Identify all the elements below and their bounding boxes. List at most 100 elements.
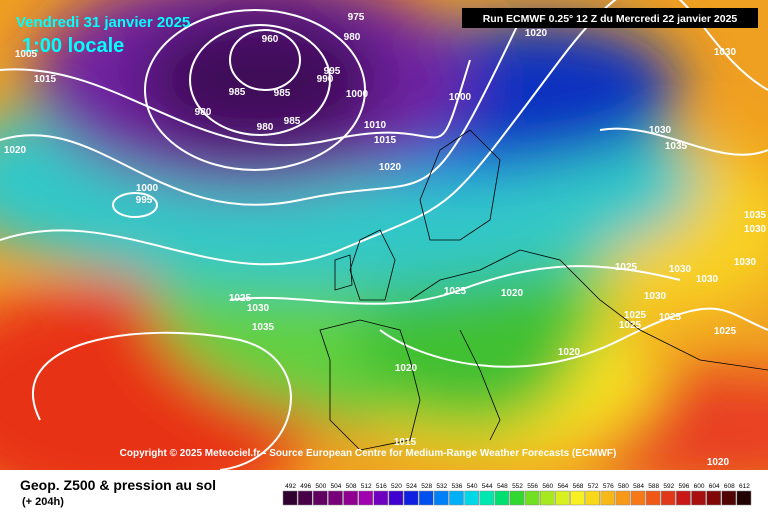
- legend-value: 576: [603, 483, 614, 490]
- isobar-label: 995: [136, 195, 153, 206]
- legend-swatch: [721, 490, 737, 506]
- isobar-label: 1005: [15, 49, 38, 60]
- legend-value: 492: [285, 483, 296, 490]
- forecast-date: Vendredi 31 janvier 2025: [16, 14, 190, 31]
- legend-value: 584: [633, 483, 644, 490]
- isobar-label: 1015: [394, 437, 417, 448]
- legend-value: 612: [739, 483, 750, 490]
- legend-swatch: [282, 490, 298, 506]
- isobar-label: 1030: [714, 47, 737, 58]
- legend-swatch: [418, 490, 434, 506]
- isobar-label: 990: [317, 74, 334, 85]
- legend-swatch: [373, 490, 389, 506]
- legend-swatch: [570, 490, 585, 506]
- isobar-label: 975: [348, 12, 365, 23]
- footer-title: Geop. Z500 & pression au sol: [20, 477, 216, 493]
- legend-value: 496: [300, 483, 311, 490]
- copyright: Copyright © 2025 Meteociel.fr - Source E…: [120, 448, 617, 459]
- run-info: Run ECMWF 0.25° 12 Z du Mercredi 22 janv…: [483, 13, 738, 25]
- isobar-label: 1015: [34, 74, 57, 85]
- isobar-label: 980: [257, 122, 274, 133]
- isobar-label: 1020: [4, 145, 27, 156]
- isobar-label: 1030: [247, 303, 270, 314]
- legend-swatch: [464, 490, 479, 506]
- legend-swatch: [403, 490, 419, 506]
- isobar-label: 1020: [379, 162, 402, 173]
- isobar-label: 1035: [252, 322, 275, 333]
- legend-swatch: [585, 490, 600, 506]
- legend-value: 592: [663, 483, 674, 490]
- isobar-label: 1020: [395, 363, 418, 374]
- legend-value: 604: [709, 483, 720, 490]
- isobars: [0, 0, 768, 368]
- legend-swatch: [524, 490, 540, 506]
- legend-swatch: [539, 490, 555, 506]
- isobar-label: 1025: [615, 262, 638, 273]
- isobar-label: 1025: [624, 310, 647, 321]
- isobar-label: 1025: [659, 312, 682, 323]
- isobar-label: 1020: [525, 28, 548, 39]
- legend-swatch: [555, 490, 570, 506]
- legend-value: 564: [557, 483, 568, 490]
- isobar-label: 985: [284, 116, 301, 127]
- legend-swatch: [676, 490, 691, 506]
- legend-value: 532: [436, 483, 447, 490]
- legend-value: 596: [678, 483, 689, 490]
- isobar-label: 1035: [665, 141, 688, 152]
- isobar-label: 1010: [364, 120, 387, 131]
- legend-value: 516: [376, 483, 387, 490]
- legend-swatch: [706, 490, 721, 506]
- legend-swatch: [630, 490, 646, 506]
- legend-swatch: [615, 490, 631, 506]
- isobar-label: 980: [195, 107, 212, 118]
- legend-value: 524: [406, 483, 417, 490]
- legend-value: 508: [346, 483, 357, 490]
- legend-swatch: [297, 490, 313, 506]
- isobar-label: 960: [262, 34, 279, 45]
- legend-swatch: [600, 490, 616, 506]
- isobar-label: 1000: [346, 89, 369, 100]
- legend-value: 556: [527, 483, 538, 490]
- legend-value: 528: [421, 483, 432, 490]
- isobar-label: 1035: [744, 210, 767, 221]
- isobar-label: 1030: [649, 125, 672, 136]
- legend-value: 512: [361, 483, 372, 490]
- legend-swatch: [736, 490, 752, 506]
- isobar-label: 1025: [229, 293, 252, 304]
- legend-value: 560: [542, 483, 553, 490]
- isobar-label: 1030: [644, 291, 667, 302]
- isobar-label: 1025: [444, 286, 467, 297]
- legend-value: 548: [497, 483, 508, 490]
- legend-swatch: [494, 490, 510, 506]
- legend-swatch: [691, 490, 706, 506]
- isobar-label: 1025: [619, 320, 642, 331]
- isobar-label: 1020: [558, 347, 581, 358]
- legend-value: 552: [512, 483, 523, 490]
- isobar-label: 985: [274, 88, 291, 99]
- legend-swatch: [509, 490, 525, 506]
- coastlines: [319, 129, 768, 451]
- legend-value: 520: [391, 483, 402, 490]
- isobar-label: 995: [324, 66, 341, 77]
- legend-swatch: [434, 490, 449, 506]
- legend-swatch: [479, 490, 495, 506]
- color-legend: 492 496 500 504 508 512 516 520 524 528 532 536 540 5…: [282, 483, 752, 506]
- isobar-labels: 1005101510209859809609859809859759809959…: [4, 12, 767, 468]
- legend-value: 544: [482, 483, 493, 490]
- run-box: [462, 8, 758, 28]
- legend-value: 600: [694, 483, 705, 490]
- legend-swatch: [388, 490, 404, 506]
- isobar-label: 1030: [734, 257, 757, 268]
- legend-swatch: [313, 490, 328, 506]
- forecast-time: 1:00 locale: [22, 35, 124, 57]
- forecast-lead: (+ 204h): [22, 496, 64, 508]
- legend-swatch: [358, 490, 374, 506]
- legend-value: 500: [315, 483, 326, 490]
- legend-value: 572: [588, 483, 599, 490]
- isobar-label: 1030: [669, 264, 692, 275]
- isobar-label: 1000: [449, 92, 472, 103]
- legend-swatch: [449, 490, 464, 506]
- isobar-label: 1015: [374, 135, 397, 146]
